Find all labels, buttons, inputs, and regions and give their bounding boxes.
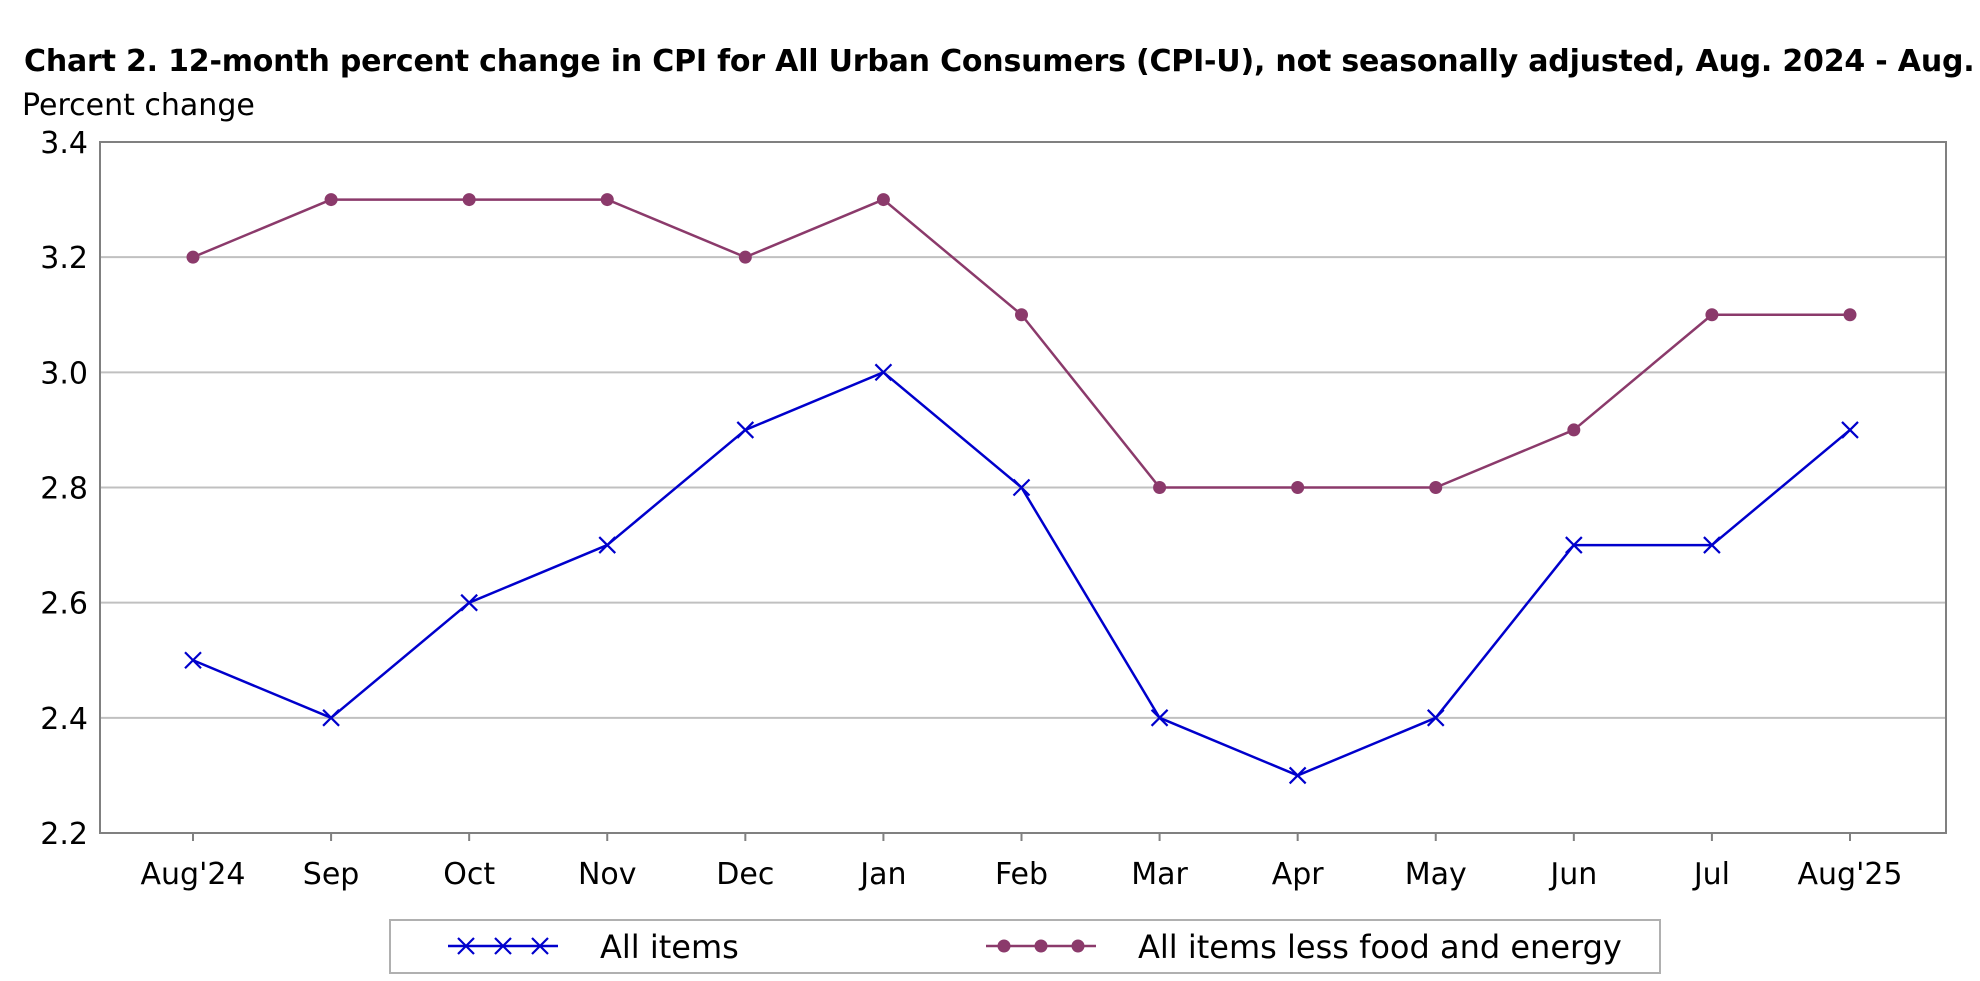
y-tick-label: 2.6	[40, 587, 88, 622]
data-point	[322, 709, 340, 727]
data-point	[324, 193, 338, 207]
data-point	[1150, 709, 1169, 727]
x-tick-label: Oct	[443, 857, 495, 892]
x-tick-label: Mar	[1131, 857, 1188, 892]
data-point	[1703, 536, 1721, 554]
data-point	[1567, 423, 1581, 437]
data-point	[600, 193, 614, 207]
y-tick-label: 3.4	[40, 126, 88, 161]
x-tick-label: Aug'25	[1798, 857, 1903, 892]
x-tick-label: Apr	[1272, 857, 1325, 892]
legend: All items All items less food and energy	[389, 919, 1661, 974]
data-point	[1153, 481, 1167, 494]
data-point	[1426, 709, 1445, 727]
data-point	[186, 250, 200, 264]
legend-all-items-label: All items	[600, 928, 739, 966]
legend-marker	[1071, 939, 1085, 953]
data-point	[1291, 481, 1305, 494]
legend-marker	[457, 937, 475, 955]
y-axis-ticks: 2.2 2.4 2.6 2.8 3.0 3.2 3.4	[40, 126, 88, 852]
legend-core-markers	[997, 939, 1085, 953]
data-point	[184, 651, 202, 670]
y-tick-label: 2.8	[40, 472, 88, 507]
legend-all-items-markers	[457, 937, 549, 955]
x-tick-label: Nov	[578, 857, 637, 892]
data-point	[738, 250, 752, 264]
y-tick-label: 2.4	[40, 702, 88, 737]
x-tick-label: Aug'24	[141, 857, 246, 892]
legend-marker	[531, 937, 549, 955]
data-point	[874, 363, 893, 382]
x-tick-label: Dec	[716, 857, 774, 892]
legend-core-label: All items less food and energy	[1138, 928, 1622, 966]
data-point	[1015, 308, 1028, 322]
series-line	[192, 198, 1850, 489]
series-all-items	[184, 363, 1859, 785]
x-tick-label: Feb	[995, 857, 1048, 892]
x-tick-label: Sep	[303, 857, 360, 892]
y-axis-label: Percent change	[22, 88, 255, 123]
legend-marker	[997, 939, 1011, 953]
series-line	[192, 371, 1851, 777]
y-tick-label: 3.2	[40, 241, 88, 276]
x-tick-label: Jan	[858, 857, 906, 892]
data-point	[1705, 308, 1719, 322]
x-axis-ticks: Aug'24 Sep Oct Nov Dec Jan Feb Mar Apr May Jun Jul A…	[141, 833, 1903, 892]
data-point	[598, 536, 617, 554]
legend-marker	[494, 937, 512, 955]
plot-area-frame	[99, 141, 1947, 834]
x-tick-label: Jun	[1548, 857, 1597, 892]
data-point	[1288, 766, 1307, 785]
data-point	[460, 593, 478, 612]
data-point	[1841, 421, 1859, 439]
data-point	[1429, 481, 1443, 494]
y-tick-label: 3.0	[40, 356, 88, 391]
data-series	[184, 193, 1859, 785]
data-point	[1012, 478, 1031, 497]
data-point	[462, 193, 476, 207]
chart-title: Chart 2. 12-month percent change in CPI …	[24, 44, 1980, 79]
data-point	[876, 193, 890, 207]
y-tick-label: 2.2	[40, 817, 88, 852]
data-point	[1843, 308, 1857, 322]
x-tick-label: Jul	[1692, 857, 1730, 892]
legend-marker	[1034, 939, 1048, 953]
data-point	[736, 421, 755, 439]
series-core	[186, 193, 1857, 494]
data-point	[1565, 536, 1583, 554]
x-tick-label: May	[1405, 857, 1467, 892]
